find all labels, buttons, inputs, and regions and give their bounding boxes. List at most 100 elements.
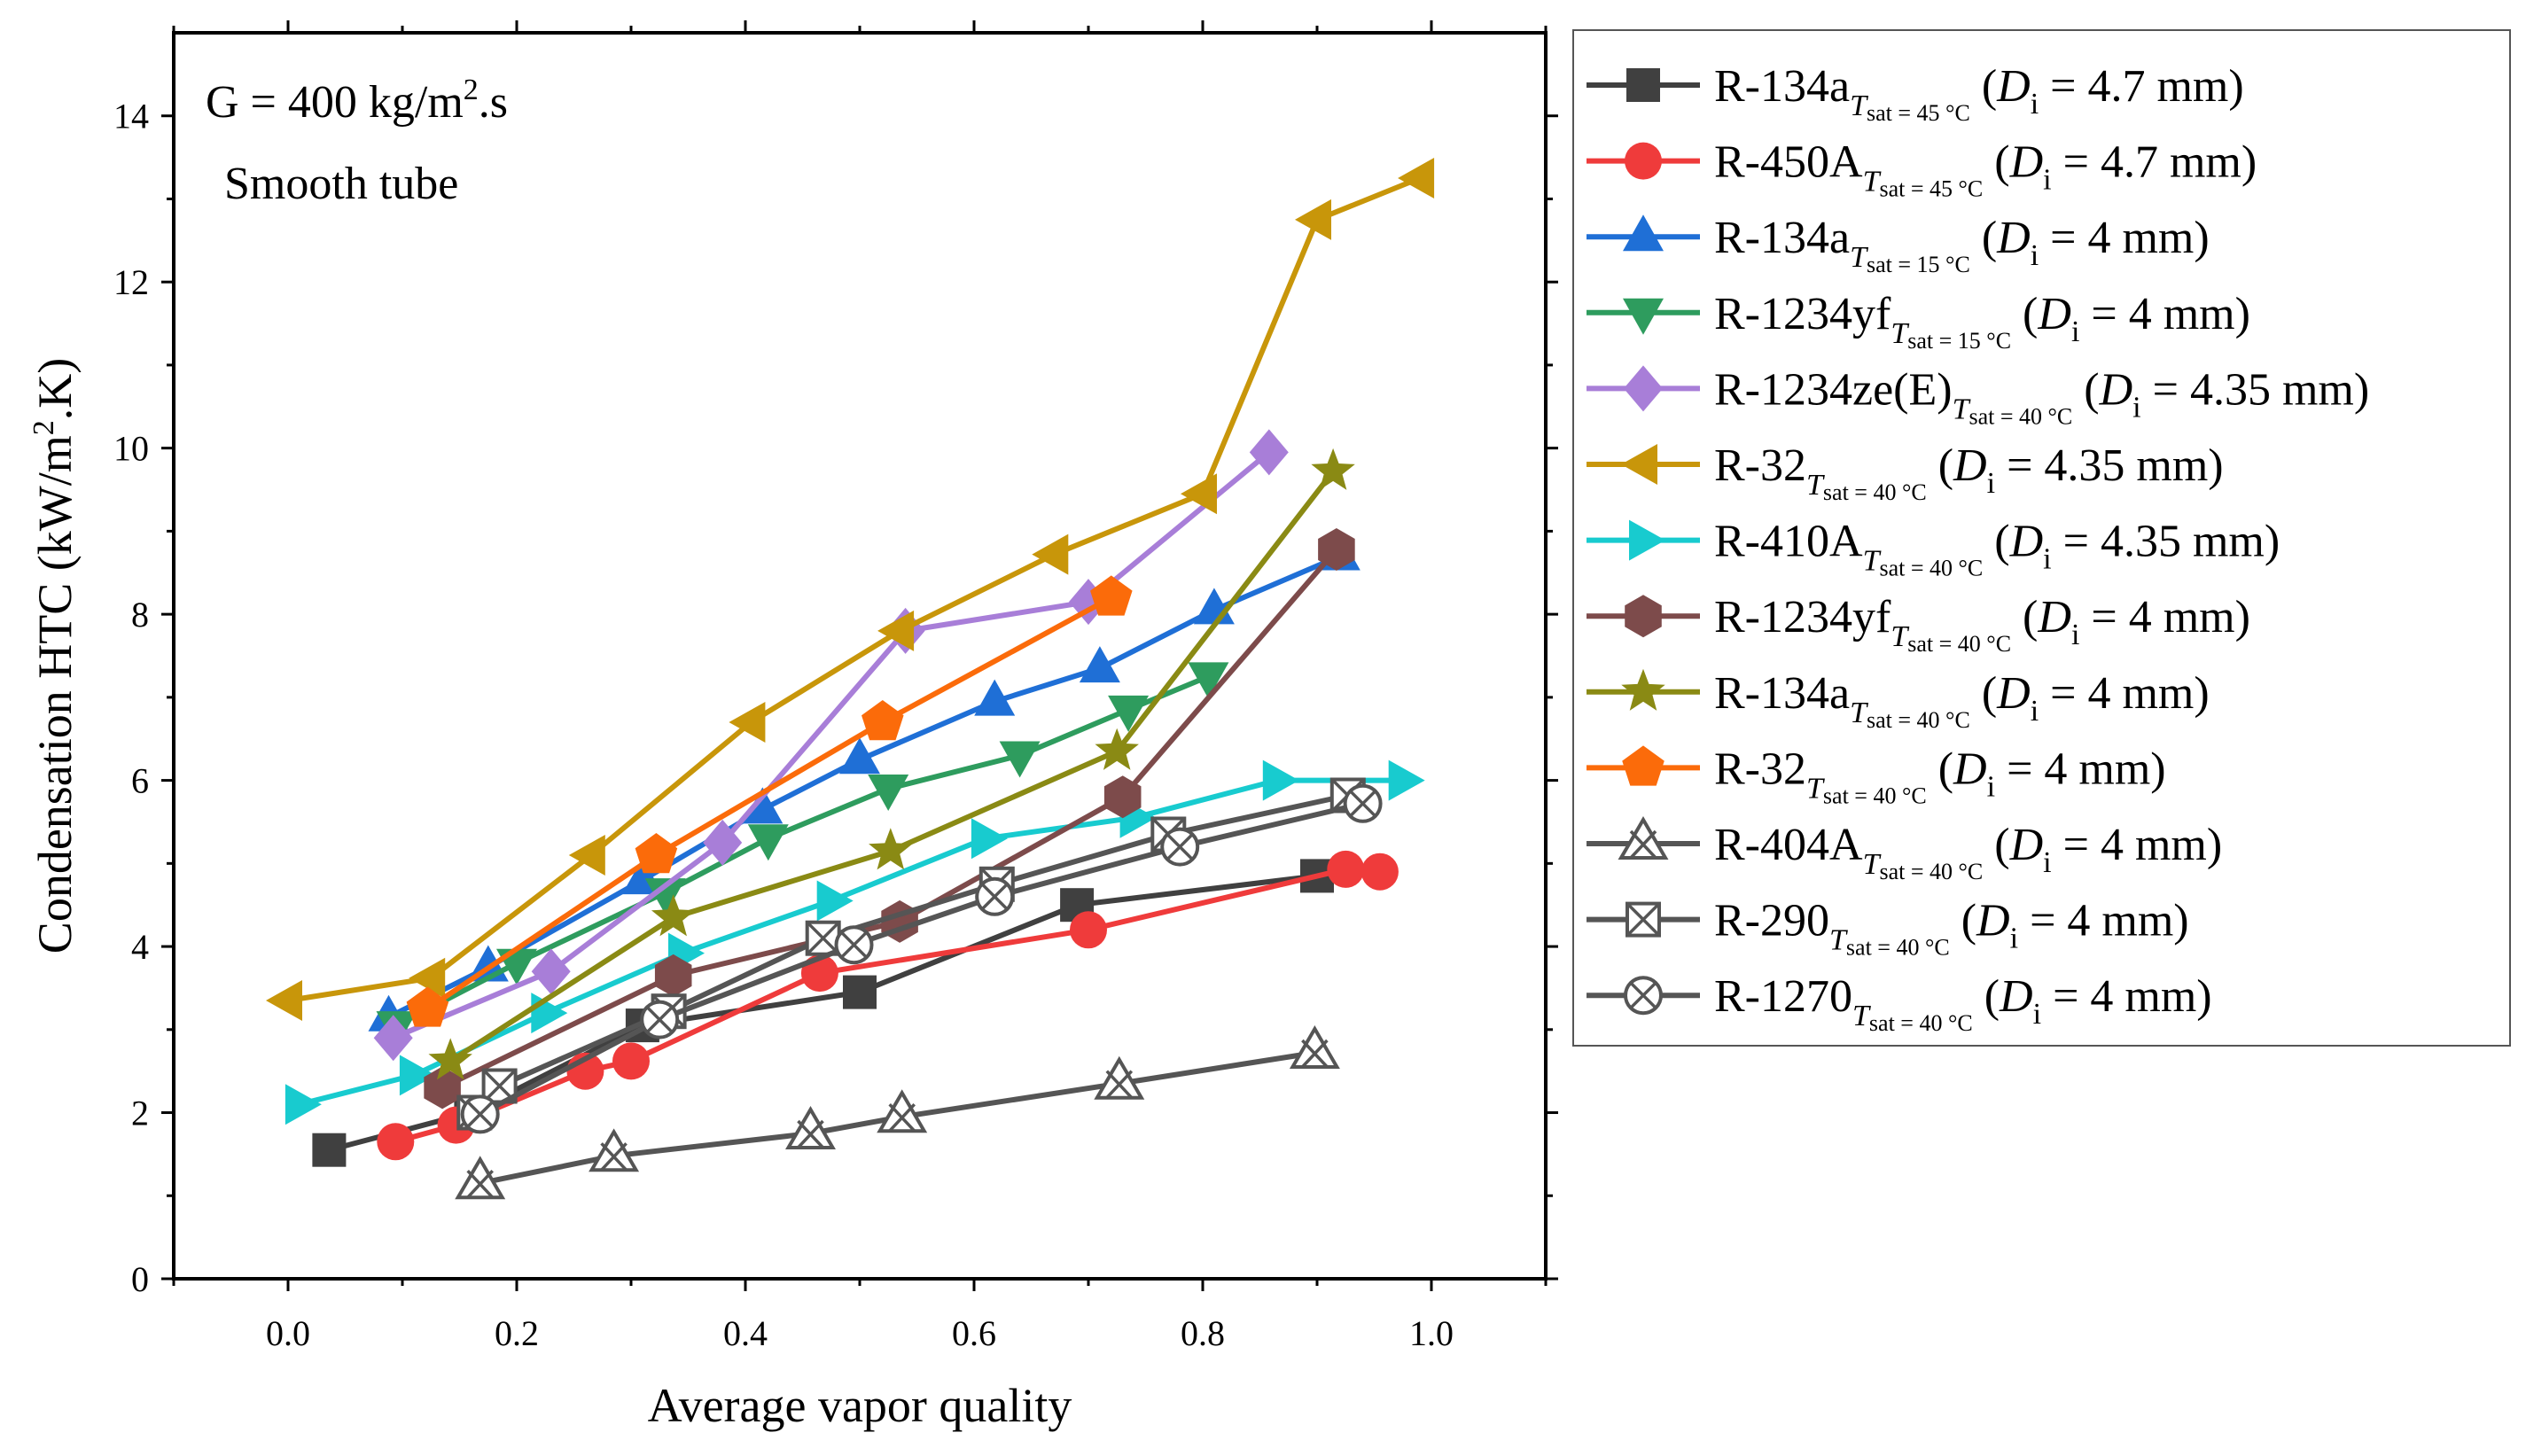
series-6-point-shape [1181,473,1217,515]
series-7-point [816,880,854,922]
legend-label: R-290Tsat = 40 °C (Di = 4 mm) [1714,896,2189,961]
series-6 [266,158,1435,1021]
series-2-point [1327,850,1365,888]
legend-label: R-1270Tsat = 40 °C (Di = 4 mm) [1714,971,2212,1036]
series-5-point-shape [703,819,743,866]
series-3-point [1079,646,1120,683]
series-4-point-shape [1188,662,1229,699]
series-4 [376,662,1229,1048]
legend-marker [1622,745,1665,786]
legend-marker [1626,901,1661,938]
series-11-point-shape [888,1103,916,1133]
y-tick-label: 2 [131,1094,149,1133]
series-11-point [1094,1055,1145,1100]
legend-label: R-1234yfTsat = 40 °C (Di = 4 mm) [1714,592,2250,657]
series-13-point-shape [840,930,868,959]
legend-marker [1618,816,1669,860]
series-11-point-shape [466,1170,494,1199]
annotation-tube-type: Smooth tube [224,159,458,209]
series-3-point [974,679,1016,716]
series-11-point-shape [1289,1025,1340,1069]
legend-marker-shape [1629,519,1665,561]
legend-label: R-134aTsat = 15 °C (Di = 4 mm) [1714,213,2210,277]
series-6-line [287,175,1422,1003]
series-8-point [1318,528,1355,571]
series-13-point-shape [1166,833,1194,860]
series-4-point-shape [999,741,1041,778]
legend-entry: R-1234ze(E)Tsat = 40 °C (Di = 4.35 mm) [1587,364,2369,429]
legend-marker-shape [1629,829,1657,860]
series-1-point-shape [312,1133,347,1167]
series-6-point [1032,533,1069,575]
legend-label: R-1234ze(E)Tsat = 40 °C (Di = 4.35 mm) [1714,364,2369,429]
series-13 [460,783,1383,1134]
series-11-point [877,1089,928,1133]
series-11-point-shape [785,1106,836,1149]
series-7-point [1388,759,1425,801]
series-13-point [1343,783,1383,823]
series-2-point-shape [1327,850,1365,888]
y-tick-label: 12 [113,262,149,302]
legend-entry: R-32Tsat = 40 °C (Di = 4.35 mm) [1587,440,2224,505]
legend-label: R-134aTsat = 40 °C (Di = 4 mm) [1714,668,2210,733]
series-2-point-shape [1360,853,1399,891]
series-6-point-shape [1295,199,1331,240]
series-10-line [425,595,1113,1011]
y-tick-label: 8 [131,595,149,635]
series-8-point-shape [424,1066,461,1110]
legend-entry: R-1234yfTsat = 15 °C (Di = 4 mm) [1587,289,2250,354]
legend-entry: R-1270Tsat = 40 °C (Di = 4 mm) [1587,971,2212,1036]
series-4-line [395,673,1210,1028]
series-8-point [654,954,692,997]
series-9-point [1311,448,1355,490]
series-7-point-shape [399,1055,436,1096]
legend-entry: R-404ATsat = 40 °C (Di = 4 mm) [1587,816,2222,884]
legend: R-134aTsat = 45 °C (Di = 4.7 mm) R-450ATs… [1572,29,2511,1047]
series-4-point [868,775,909,811]
series-5-point [703,819,743,866]
plot-area [266,158,1435,1200]
series-6-point-shape [1032,533,1069,575]
series-10-point-shape [635,833,678,874]
y-tick-label: 14 [113,97,149,136]
series-13-point-shape [980,883,1009,911]
series-7-point-shape [285,1084,322,1125]
series-9-point [1095,728,1139,770]
y-tick-label: 4 [131,927,149,967]
series-6-point-shape [266,980,302,1021]
legend-marker-shape [1623,298,1664,335]
series-11-point-shape [1105,1070,1134,1099]
series-8-point-shape [881,899,918,943]
legend-marker [1621,444,1657,485]
series-3-point-shape [742,787,784,824]
axes: 0.0 0.2 0.4 0.6 0.8 1.0 0 2 4 6 8 10 12 14 Average vap… [27,20,1558,1432]
series-6-point-shape [877,610,915,651]
legend-entry: R-32Tsat = 40 °C (Di = 4 mm) [1587,744,2166,808]
legend-label: R-404ATsat = 40 °C (Di = 4 mm) [1714,820,2222,884]
series-13-point [460,1094,500,1134]
series-7-point [1262,759,1299,801]
series-2-point-shape [377,1123,415,1161]
legend-entry: R-410ATsat = 40 °C (Di = 4.35 mm) [1587,517,2280,581]
series-6-point-shape [729,702,766,743]
legend-marker-shape [1625,595,1662,638]
legend-label: R-32Tsat = 40 °C (Di = 4.35 mm) [1714,440,2224,505]
series-11-point [785,1106,836,1149]
series-4-point-shape [644,878,686,915]
series-7-point [971,818,1008,860]
series-11-point [1289,1025,1340,1069]
series-13-point [834,925,874,965]
legend-marker-shape [1622,745,1665,786]
x-tick-label: 0.2 [495,1313,539,1353]
series-9-point-shape [1095,728,1139,770]
series-8-point [1103,775,1142,819]
series-11-point-shape [1301,1039,1329,1069]
series-9-point-shape [651,894,696,937]
series-7-point [399,1055,436,1096]
series-6-point [729,702,766,743]
series-8 [424,528,1355,1110]
series-8-point-shape [1318,528,1355,571]
series-2-point [1070,911,1107,949]
series-6-point-shape [409,957,446,999]
series-13-line [479,800,1364,1117]
